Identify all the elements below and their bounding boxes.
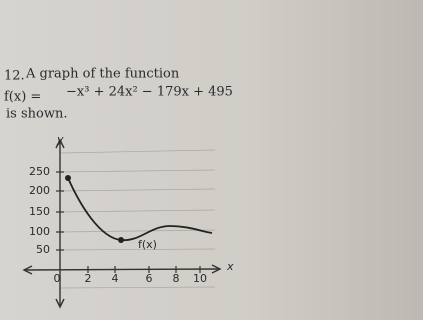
y-tick-label: 50 [36,243,50,256]
problem-number: 12. [4,69,25,84]
x-axis [23,268,221,271]
x-arrow [211,264,222,274]
point [118,237,124,243]
x-tick-label: 8 [173,272,180,285]
endpoint [65,175,71,181]
x-arrow [22,265,33,275]
function-rhs: −x³ + 24x² − 179x + 495 [66,85,233,100]
y-tick-label: 100 [29,225,50,238]
y-arrow [55,138,65,149]
x-tick-label: 6 [146,272,153,285]
graph: y x f(x) 250 200 150 100 50 0 2 4 6 8 10 [22,133,234,309]
x-tick-label: 10 [193,272,207,285]
function-lhs: f(x) = [4,90,41,105]
y-tick-label: 200 [29,184,50,197]
y-tick-label: 250 [29,165,50,178]
problem-line: is shown. [6,107,67,122]
curve-label: f(x) [138,238,157,251]
x-tick-label: 0 [54,272,61,285]
problem-line: A graph of the function [25,67,180,82]
y-tick-label: 150 [29,205,50,218]
y-axis-label: y [56,133,64,146]
x-tick-label: 2 [85,272,92,285]
x-axis-label: x [226,260,234,273]
function-curve [67,177,213,241]
y-arrow [55,298,65,309]
x-tick-label: 4 [112,272,119,285]
